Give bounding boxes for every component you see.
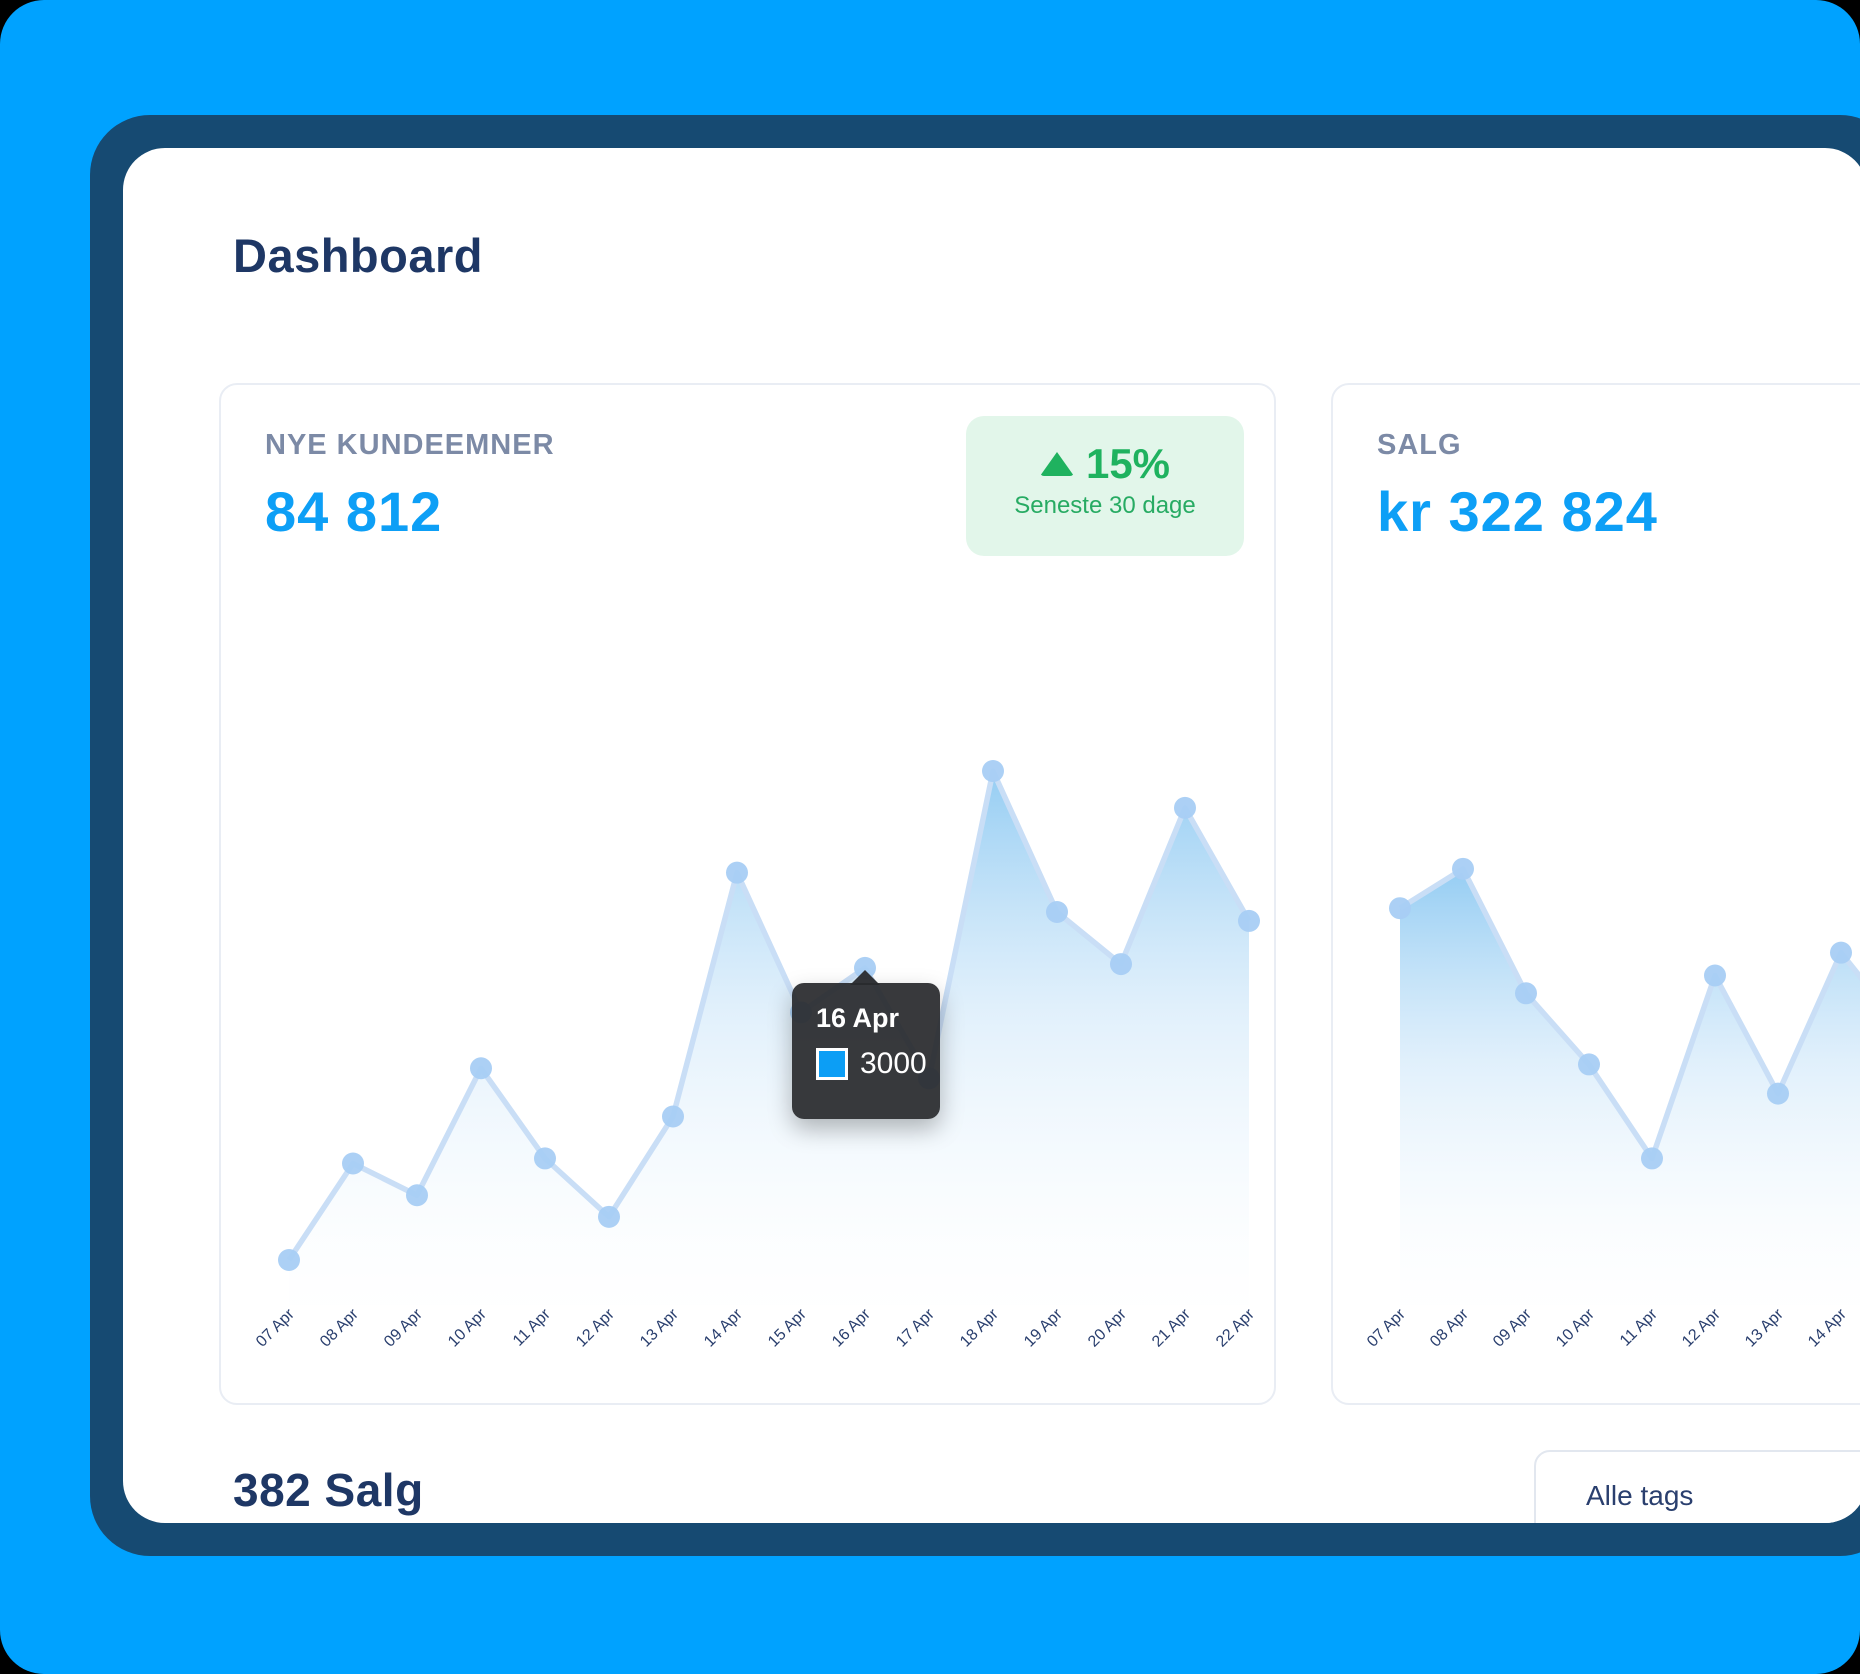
x-axis-label: 10 Apr xyxy=(445,1305,490,1350)
app-window-frame: Dashboard NYE KUNDEEMNER 84 812 15% Sene… xyxy=(90,115,1860,1556)
x-axis-label: 14 Apr xyxy=(701,1305,746,1350)
data-point[interactable] xyxy=(1389,897,1411,920)
x-axis-label: 19 Apr xyxy=(1021,1305,1066,1350)
data-point[interactable] xyxy=(1704,964,1726,987)
page-title: Dashboard xyxy=(233,229,483,282)
x-axis-label: 15 Apr xyxy=(765,1305,810,1350)
x-axis-label: 13 Apr xyxy=(1742,1305,1787,1350)
x-axis-label: 11 Apr xyxy=(1617,1305,1661,1349)
data-point[interactable] xyxy=(1174,796,1196,819)
chart-area-fill xyxy=(289,771,1249,1305)
x-axis-label: 13 Apr xyxy=(637,1305,682,1350)
data-point[interactable] xyxy=(1046,901,1068,924)
trend-badge: 15% Seneste 30 dage xyxy=(966,416,1244,556)
tooltip-value: 3000 xyxy=(860,1047,927,1080)
data-point[interactable] xyxy=(534,1147,556,1170)
data-point[interactable] xyxy=(1515,982,1537,1005)
data-point[interactable] xyxy=(726,861,748,884)
sales-card: SALG kr 322 824 07 Apr 08 Apr 09 Apr 10 Apr… xyxy=(1331,383,1860,1405)
data-point[interactable] xyxy=(598,1205,620,1228)
chart-tooltip: 16 Apr 3000 xyxy=(792,970,940,1119)
x-axis-label: 14 Apr xyxy=(1805,1305,1850,1350)
sales-chart[interactable]: 07 Apr 08 Apr 09 Apr 10 Apr 11 Apr 12 Apr 13 A… xyxy=(1353,615,1860,1375)
tooltip-row: 3000 xyxy=(816,1047,940,1081)
data-point[interactable] xyxy=(470,1057,492,1080)
data-point[interactable] xyxy=(1830,941,1852,964)
data-point[interactable] xyxy=(662,1105,684,1128)
data-point[interactable] xyxy=(342,1152,364,1175)
x-axis-label: 07 Apr xyxy=(253,1305,298,1350)
sales-card-value: kr 322 824 xyxy=(1377,480,1658,543)
x-axis-label: 20 Apr xyxy=(1085,1305,1130,1350)
data-point[interactable] xyxy=(406,1184,428,1207)
x-axis-label: 12 Apr xyxy=(573,1305,618,1350)
leads-card: NYE KUNDEEMNER 84 812 15% Seneste 30 dag… xyxy=(219,383,1276,1405)
chart-line xyxy=(286,768,1252,1262)
series-marker-icon xyxy=(816,1048,848,1080)
sales-count-title: 382 Salg xyxy=(233,1464,424,1516)
tags-filter-dropdown[interactable]: Alle tags xyxy=(1534,1450,1860,1523)
x-axis-label: 18 Apr xyxy=(957,1305,1002,1350)
leads-card-label: NYE KUNDEEMNER xyxy=(265,429,555,461)
data-point[interactable] xyxy=(982,760,1004,783)
chart-area-fill xyxy=(1400,868,1860,1305)
sales-card-label: SALG xyxy=(1377,429,1462,461)
x-axis-label: 08 Apr xyxy=(1427,1305,1472,1350)
leads-card-value: 84 812 xyxy=(265,480,443,543)
x-axis-label: 11 Apr xyxy=(510,1305,554,1349)
tooltip-date: 16 Apr xyxy=(816,1003,900,1033)
data-point[interactable] xyxy=(1641,1147,1663,1170)
x-axis-label: 09 Apr xyxy=(381,1305,426,1350)
x-axis-label: 09 Apr xyxy=(1490,1305,1535,1350)
trend-caption: Seneste 30 dage xyxy=(1014,492,1196,519)
data-point[interactable] xyxy=(1110,953,1132,976)
x-axis-label: 08 Apr xyxy=(317,1305,362,1350)
tooltip-caret-icon xyxy=(850,970,880,985)
x-axis-label: 07 Apr xyxy=(1364,1305,1409,1350)
tags-filter-value: Alle tags xyxy=(1586,1480,1694,1511)
arrow-up-icon xyxy=(1039,452,1074,476)
trend-badge-top: 15% xyxy=(966,440,1244,488)
x-axis-label: 10 Apr xyxy=(1553,1305,1598,1350)
x-axis-label: 16 Apr xyxy=(829,1305,874,1350)
x-axis-label: 22 Apr xyxy=(1213,1305,1258,1350)
data-point[interactable] xyxy=(1238,909,1260,932)
data-point[interactable] xyxy=(1452,857,1474,880)
app-window: Dashboard NYE KUNDEEMNER 84 812 15% Sene… xyxy=(123,148,1860,1523)
leads-chart[interactable]: 07 Apr 08 Apr 09 Apr 10 Apr 11 Apr 12 Apr 13 A… xyxy=(241,615,1260,1375)
trend-delta: 15% xyxy=(1085,440,1171,487)
data-point[interactable] xyxy=(278,1249,300,1271)
x-axis-label: 12 Apr xyxy=(1679,1305,1724,1350)
x-axis-label: 17 Apr xyxy=(893,1305,938,1350)
data-point[interactable] xyxy=(1578,1053,1600,1076)
data-point[interactable] xyxy=(1767,1082,1789,1105)
x-axis-label: 21 Apr xyxy=(1149,1305,1194,1350)
